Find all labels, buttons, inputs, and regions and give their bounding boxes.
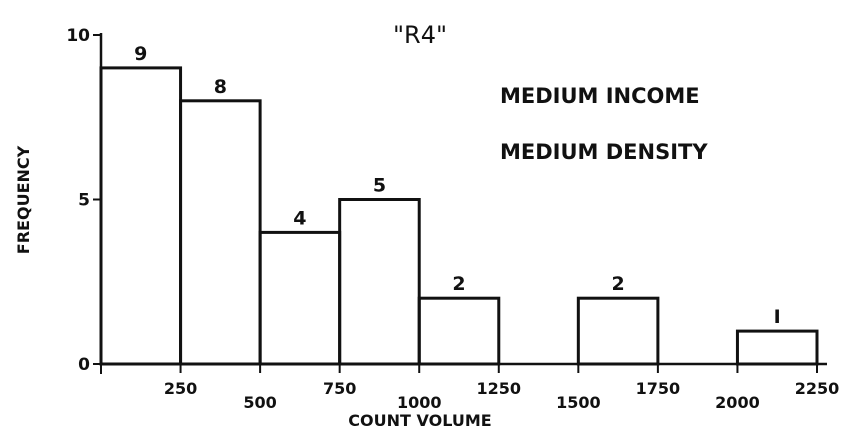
bar-value-label: 8	[214, 76, 227, 98]
labels-layer: 9 8 4 5 2 2 I 250 500 750 1000 1250 1500 1750 2000 2250…	[66, 26, 839, 412]
bar-value-label: 4	[293, 207, 306, 229]
x-tick-label: 250	[164, 379, 197, 398]
x-tick-label: 1750	[636, 379, 681, 398]
bar-value-label: 5	[373, 175, 386, 197]
x-tick-label: 1000	[397, 393, 442, 412]
bar-value-label: 2	[452, 273, 465, 295]
y-tick-label: 10	[66, 26, 90, 46]
annotation-income: MEDIUM INCOME	[500, 84, 700, 108]
x-tick-label: 750	[323, 379, 356, 398]
histogram-bar	[576, 296, 660, 366]
histogram-bar	[179, 99, 262, 366]
histogram-bar	[338, 198, 421, 366]
histogram-bar	[258, 230, 342, 366]
x-axis-label: COUNT VOLUME	[348, 411, 491, 430]
axes-layer	[93, 33, 827, 374]
histogram-bar	[735, 329, 819, 366]
x-tick-label: 1500	[556, 393, 601, 412]
chart-title: "R4"	[393, 21, 447, 49]
histogram-bar	[417, 296, 501, 366]
bars-layer	[99, 66, 819, 366]
bar-value-label: 2	[611, 273, 624, 295]
y-tick-label: 0	[78, 355, 90, 375]
x-tick-label: 2250	[795, 379, 840, 398]
annotation-density: MEDIUM DENSITY	[500, 140, 708, 164]
histogram-bar	[99, 66, 183, 366]
bar-value-label: I	[774, 306, 781, 328]
bar-value-label: 9	[134, 43, 147, 65]
x-tick-label: 2000	[715, 393, 760, 412]
y-axis-label: FREQUENCY	[14, 145, 33, 254]
y-tick-label: 5	[78, 191, 90, 211]
x-tick-label: 500	[243, 393, 276, 412]
x-tick-label: 1250	[477, 379, 522, 398]
